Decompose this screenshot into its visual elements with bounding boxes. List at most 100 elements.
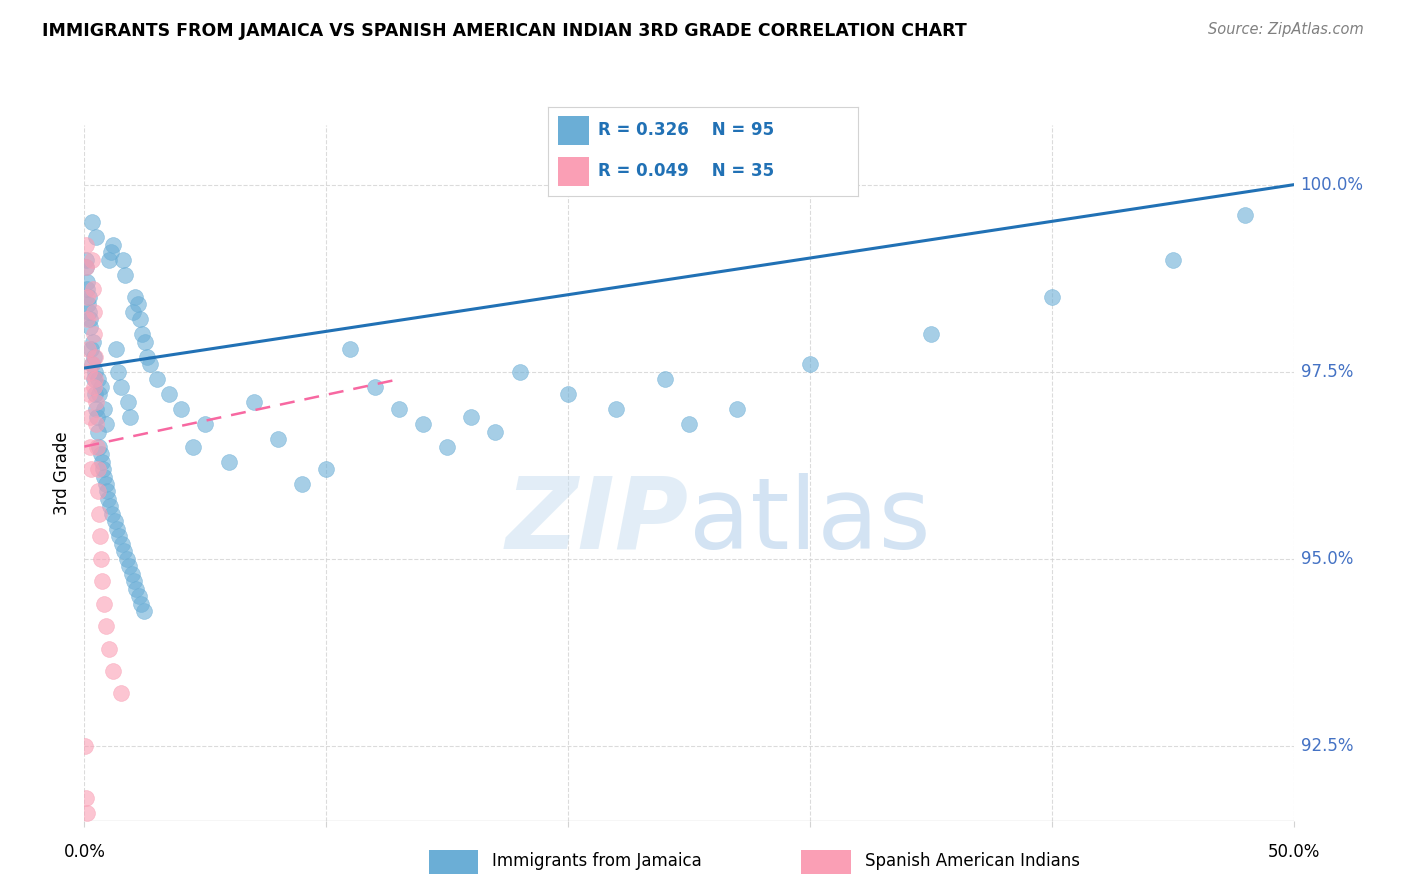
- Point: [84, 372, 107, 386]
- Point: [76, 275, 98, 289]
- Point: [725, 402, 748, 417]
- Point: [86, 440, 108, 454]
- Point: [1161, 252, 1184, 267]
- Point: [218, 454, 240, 468]
- Point: [104, 515, 127, 529]
- Point: [920, 327, 942, 342]
- Point: [120, 409, 142, 424]
- Point: [194, 417, 217, 431]
- Point: [90, 551, 112, 566]
- Point: [110, 686, 132, 700]
- Point: [83, 305, 105, 319]
- Point: [484, 425, 506, 439]
- Point: [84, 402, 107, 417]
- Point: [90, 454, 112, 468]
- Point: [76, 283, 98, 297]
- Point: [93, 402, 115, 417]
- Point: [77, 290, 100, 304]
- Point: [75, 791, 97, 805]
- Point: [291, 477, 314, 491]
- Point: [436, 440, 458, 454]
- Point: [75, 252, 97, 267]
- Point: [136, 350, 159, 364]
- Point: [118, 559, 141, 574]
- Point: [96, 484, 118, 499]
- Point: [86, 372, 108, 386]
- Bar: [558, 116, 589, 145]
- Point: [80, 215, 103, 229]
- Point: [131, 327, 153, 342]
- Point: [91, 574, 114, 589]
- Point: [339, 343, 361, 357]
- Point: [129, 597, 152, 611]
- Point: [84, 365, 107, 379]
- Point: [103, 237, 125, 252]
- Point: [146, 372, 169, 386]
- Text: Spanish American Indians: Spanish American Indians: [865, 852, 1080, 870]
- Point: [108, 529, 131, 543]
- Point: [460, 409, 482, 424]
- Point: [112, 544, 135, 558]
- Point: [121, 566, 143, 581]
- Point: [84, 394, 107, 409]
- Point: [82, 357, 104, 371]
- Point: [82, 334, 104, 349]
- Point: [87, 507, 110, 521]
- Point: [80, 357, 103, 371]
- Point: [242, 394, 264, 409]
- Point: [111, 537, 134, 551]
- Text: IMMIGRANTS FROM JAMAICA VS SPANISH AMERICAN INDIAN 3RD GRADE CORRELATION CHART: IMMIGRANTS FROM JAMAICA VS SPANISH AMERI…: [42, 22, 967, 40]
- Text: 100.0%: 100.0%: [1301, 176, 1364, 194]
- Point: [75, 237, 97, 252]
- Point: [76, 290, 98, 304]
- Point: [79, 319, 101, 334]
- Point: [91, 462, 114, 476]
- Point: [76, 806, 98, 821]
- Point: [129, 312, 152, 326]
- Bar: [801, 849, 851, 874]
- Point: [117, 394, 139, 409]
- Point: [94, 477, 117, 491]
- Point: [75, 260, 97, 274]
- Point: [97, 252, 120, 267]
- Point: [654, 372, 676, 386]
- Text: Source: ZipAtlas.com: Source: ZipAtlas.com: [1208, 22, 1364, 37]
- Point: [170, 402, 193, 417]
- Point: [315, 462, 337, 476]
- Point: [80, 462, 103, 476]
- Point: [79, 312, 101, 326]
- Point: [94, 417, 117, 431]
- Point: [80, 343, 103, 357]
- Point: [94, 619, 117, 633]
- Point: [799, 357, 821, 371]
- Bar: [429, 849, 478, 874]
- Point: [363, 380, 385, 394]
- Point: [79, 409, 101, 424]
- Point: [86, 462, 108, 476]
- Point: [73, 739, 96, 753]
- Point: [77, 387, 100, 401]
- Point: [83, 350, 105, 364]
- Point: [127, 297, 149, 311]
- Point: [412, 417, 434, 431]
- Point: [83, 387, 105, 401]
- Text: R = 0.049    N = 35: R = 0.049 N = 35: [598, 162, 773, 180]
- Y-axis label: 3rd Grade: 3rd Grade: [53, 431, 72, 515]
- Point: [134, 334, 156, 349]
- Point: [86, 230, 108, 244]
- Point: [97, 641, 120, 656]
- Point: [112, 252, 135, 267]
- Point: [77, 365, 100, 379]
- Text: Immigrants from Jamaica: Immigrants from Jamaica: [492, 852, 702, 870]
- Point: [509, 365, 531, 379]
- Point: [77, 297, 100, 311]
- Point: [87, 387, 110, 401]
- Point: [93, 597, 115, 611]
- Point: [114, 268, 136, 282]
- Point: [1040, 290, 1063, 304]
- Point: [79, 440, 101, 454]
- Point: [83, 380, 105, 394]
- Point: [83, 350, 105, 364]
- Point: [115, 551, 138, 566]
- Point: [124, 290, 146, 304]
